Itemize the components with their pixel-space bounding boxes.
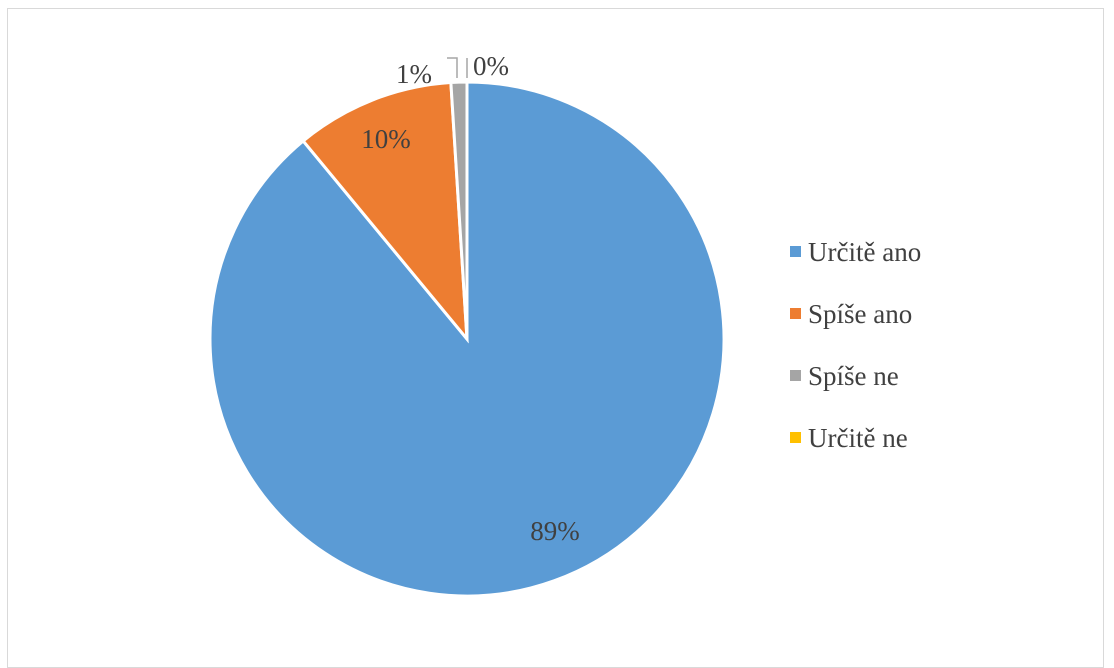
leader-line-spise-ne: [447, 57, 458, 78]
legend-label-spise-ne: Spíše ne: [808, 361, 899, 391]
data-label-urcite-ne: 0%: [473, 51, 509, 81]
data-labels: 89% 10% 1% 0%: [361, 51, 580, 546]
legend-swatch-spise-ano: [790, 308, 801, 319]
legend: Určitě ano Spíše ano Spíše ne Určitě ne: [790, 237, 921, 453]
data-label-urcite-ano: 89%: [530, 516, 580, 546]
data-label-spise-ne: 1%: [396, 59, 432, 89]
legend-swatch-urcite-ne: [790, 432, 801, 443]
legend-swatch-urcite-ano: [790, 246, 801, 257]
leader-lines: [447, 57, 468, 78]
data-label-spise-ano: 10%: [361, 124, 411, 154]
legend-swatch-spise-ne: [790, 370, 801, 381]
slice-spise-ano: [301, 80, 469, 344]
legend-label-urcite-ne: Určitě ne: [808, 423, 908, 453]
pie-slices: [208, 80, 726, 598]
legend-label-urcite-ano: Určitě ano: [808, 237, 921, 267]
legend-label-spise-ano: Spíše ano: [808, 299, 912, 329]
slice-spise-ne: [449, 80, 469, 340]
